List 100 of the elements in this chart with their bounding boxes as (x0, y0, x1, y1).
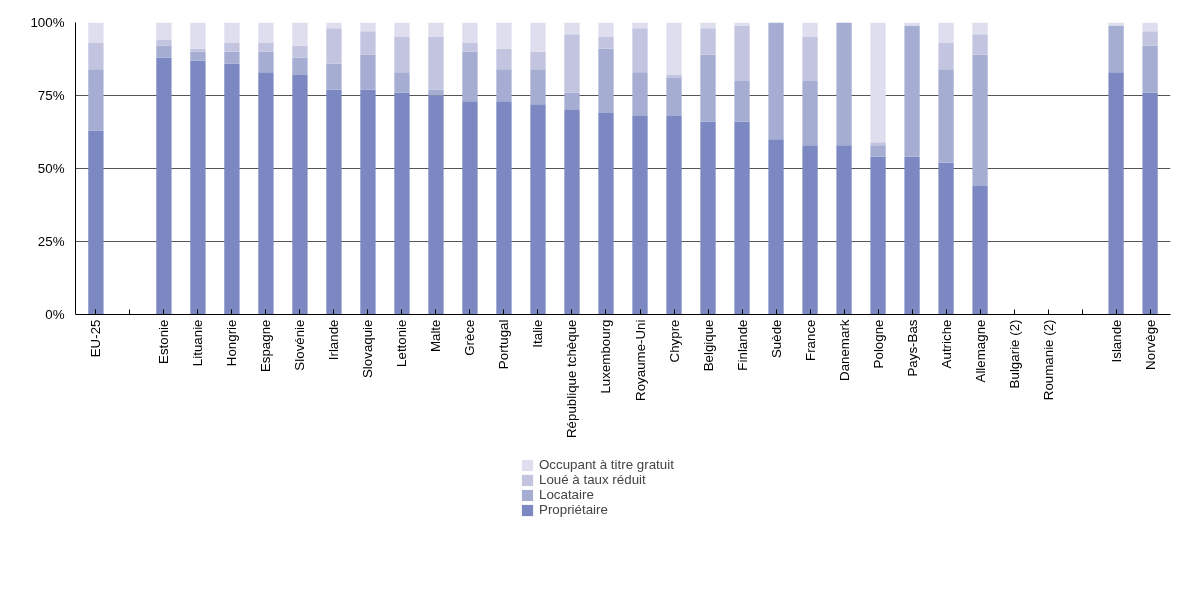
x-tick-label: Suède (768, 319, 784, 359)
bar (632, 22, 648, 29)
bar (530, 22, 546, 52)
bar (88, 42, 104, 70)
x-tick-label: Slovénie (292, 319, 308, 371)
bar (156, 57, 172, 315)
x-tick-label: Estonie (156, 319, 172, 364)
x-tick-label: Bulgarie (2) (1006, 319, 1022, 389)
x-tick-label: Espagne (258, 319, 274, 373)
bar (292, 57, 308, 76)
bar (870, 22, 886, 143)
bar (258, 72, 274, 315)
legend-label: Occupant à titre gratuit (539, 457, 674, 472)
bar (530, 104, 546, 315)
legend-label: Propriétaire (539, 502, 608, 517)
x-tick-label: Portugal (496, 319, 512, 370)
x-tick-label: Italie (530, 319, 546, 348)
y-tick-label: 0% (45, 307, 65, 322)
bar (666, 115, 682, 315)
y-tick-label: 50% (37, 161, 65, 176)
bar (360, 89, 376, 315)
bar (292, 75, 308, 315)
bar (360, 22, 376, 32)
bar (564, 22, 580, 35)
bar (156, 40, 172, 46)
bar (156, 45, 172, 58)
bar (292, 45, 308, 58)
bar (428, 22, 444, 38)
x-tick-label: Roumanie (2) (1040, 319, 1056, 401)
bar (462, 42, 478, 52)
bar (88, 130, 104, 315)
bar (88, 69, 104, 131)
x-tick-label: Finlande (734, 319, 750, 371)
bar (666, 75, 682, 78)
bar (632, 28, 648, 73)
y-tick-label: 25% (37, 234, 65, 249)
bar (258, 22, 274, 43)
x-tick-label: Slovaquie (360, 319, 376, 379)
x-tick-label: France (802, 319, 818, 361)
bar (972, 186, 988, 315)
bar (190, 22, 206, 49)
bar (768, 22, 784, 140)
x-tick-label: Irlande (326, 319, 342, 361)
bar (598, 48, 614, 114)
bar (462, 51, 478, 102)
bar (156, 22, 172, 41)
y-tick-label: 75% (37, 88, 65, 103)
x-tick-label: Belgique (700, 319, 716, 372)
x-tick-label: Luxembourg (598, 319, 614, 394)
bar (938, 22, 954, 43)
bar (632, 115, 648, 315)
bar (190, 60, 206, 315)
bar (734, 121, 750, 315)
bar (530, 69, 546, 105)
bar (360, 54, 376, 90)
bar (564, 34, 580, 93)
x-tick-label: Autriche (938, 319, 954, 369)
bar (394, 22, 410, 38)
x-tick-label: Chypre (666, 319, 682, 363)
x-tick-label: Malte (428, 319, 444, 353)
x-tick-label: Allemagne (972, 319, 988, 383)
bar (462, 101, 478, 315)
bar (394, 92, 410, 315)
bar (258, 42, 274, 52)
bar (870, 156, 886, 315)
bar (292, 22, 308, 46)
bar (564, 92, 580, 111)
bar (734, 80, 750, 122)
x-tick-label: Pays-Bas (904, 319, 920, 377)
bar (700, 22, 716, 29)
bar (598, 37, 614, 49)
bar (462, 22, 478, 43)
bar (190, 48, 206, 52)
bar (496, 48, 512, 70)
bar (1142, 45, 1158, 93)
bar (666, 22, 682, 76)
bar (224, 63, 240, 315)
bar (700, 28, 716, 55)
bar (938, 162, 954, 315)
bar (1108, 72, 1124, 315)
bar (326, 89, 342, 315)
bar (564, 110, 580, 315)
bar (258, 51, 274, 73)
bar (428, 95, 444, 315)
bar (224, 42, 240, 52)
bar (666, 77, 682, 116)
x-tick-label: EU-25 (88, 319, 104, 358)
legend-label: Loué à taux réduit (539, 472, 646, 487)
x-tick-label: République tchèque (564, 319, 580, 439)
bar (496, 22, 512, 49)
x-tick-label: Danemark (836, 319, 852, 381)
bar (734, 25, 750, 81)
x-tick-label: Pologne (870, 319, 886, 369)
bar (836, 145, 852, 315)
bar (972, 34, 988, 55)
bar (870, 142, 886, 146)
bar (326, 28, 342, 64)
bar (938, 69, 954, 163)
bar (1142, 22, 1158, 32)
y-tick-label: 100% (30, 15, 65, 30)
